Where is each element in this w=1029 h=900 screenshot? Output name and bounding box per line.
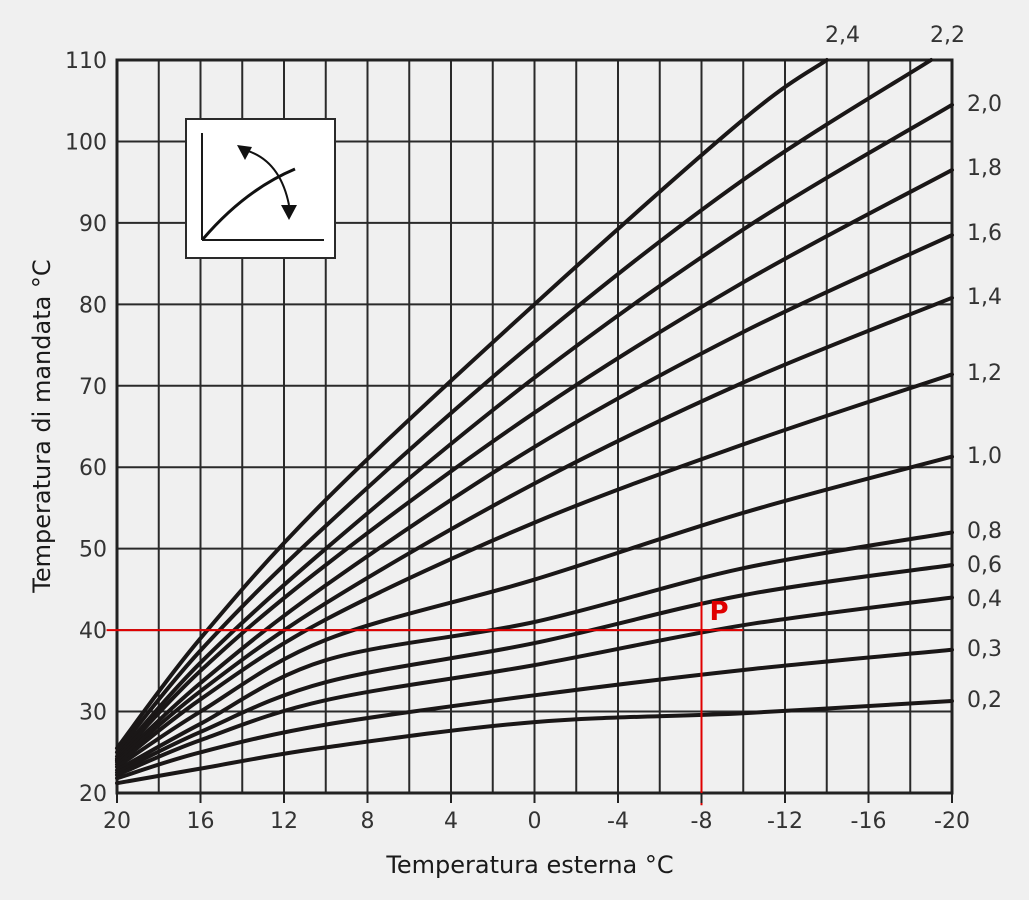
curve-label: 1,2 (967, 361, 1002, 386)
x-tick-label: 0 (528, 809, 542, 834)
curve-label: 1,4 (967, 285, 1002, 310)
curve-1-8 (115, 168, 954, 761)
x-tick-label: -12 (767, 809, 803, 834)
curve-1-2 (115, 372, 954, 767)
x-tick-label: -8 (691, 809, 713, 834)
y-tick-label: 40 (79, 619, 107, 644)
y-tick-label: 80 (79, 293, 107, 318)
curve-0-6 (115, 563, 954, 775)
curve-0-3 (115, 647, 954, 781)
axes-labels: 20 16 12 8 4 0 -4 -8 -12 -16 -20203040506070809010… (65, 23, 1002, 834)
curve-1-0 (115, 454, 954, 769)
p-label: P (710, 597, 729, 627)
curve-1-6 (115, 233, 954, 763)
y-tick-label: 20 (79, 782, 107, 807)
x-tick-label: -16 (851, 809, 887, 834)
x-tick-label: -20 (934, 809, 970, 834)
y-tick-label: 60 (79, 456, 107, 481)
curve-label: 0,8 (967, 519, 1002, 544)
curve-1-4 (115, 295, 954, 765)
y-tick-label: 90 (79, 212, 107, 237)
y-tick-label: 100 (65, 130, 107, 155)
curve-0-8 (115, 530, 954, 773)
heating-curve-adjust-icon (185, 118, 336, 259)
curve-label: 0,3 (967, 637, 1002, 662)
y-tick-label: 30 (79, 701, 107, 726)
curve-label: 1,0 (967, 444, 1002, 469)
y-axis-title: Temperatura di mandata °C (28, 259, 56, 593)
curve-label: 2,2 (930, 23, 965, 48)
y-tick-label: 70 (79, 375, 107, 400)
curve-label: 2,4 (825, 23, 860, 48)
curve-label: 0,2 (967, 688, 1002, 713)
y-tick-label: 110 (65, 49, 107, 74)
x-tick-label: 4 (444, 809, 458, 834)
curve-2-2 (115, 58, 934, 755)
curve-label: 0,6 (967, 553, 1002, 578)
curve-label: 1,6 (967, 221, 1002, 246)
curve-series (115, 58, 954, 786)
curve-0-4 (115, 595, 954, 778)
curve-label: 1,8 (967, 156, 1002, 181)
y-tick-label: 50 (79, 538, 107, 563)
curve-label: 2,0 (967, 92, 1002, 117)
x-axis-title: Temperatura esterna °C (385, 851, 673, 879)
x-tick-label: 16 (187, 809, 215, 834)
curve-label: 0,4 (967, 587, 1002, 612)
x-tick-label: 12 (270, 809, 298, 834)
curve-2-0 (115, 102, 954, 759)
point-p-annotation: P (106, 597, 744, 806)
x-tick-label: 20 (103, 809, 131, 834)
x-tick-label: -4 (607, 809, 629, 834)
curve-2-4 (115, 58, 829, 751)
x-tick-label: 8 (361, 809, 375, 834)
curve-0-2 (115, 699, 954, 786)
